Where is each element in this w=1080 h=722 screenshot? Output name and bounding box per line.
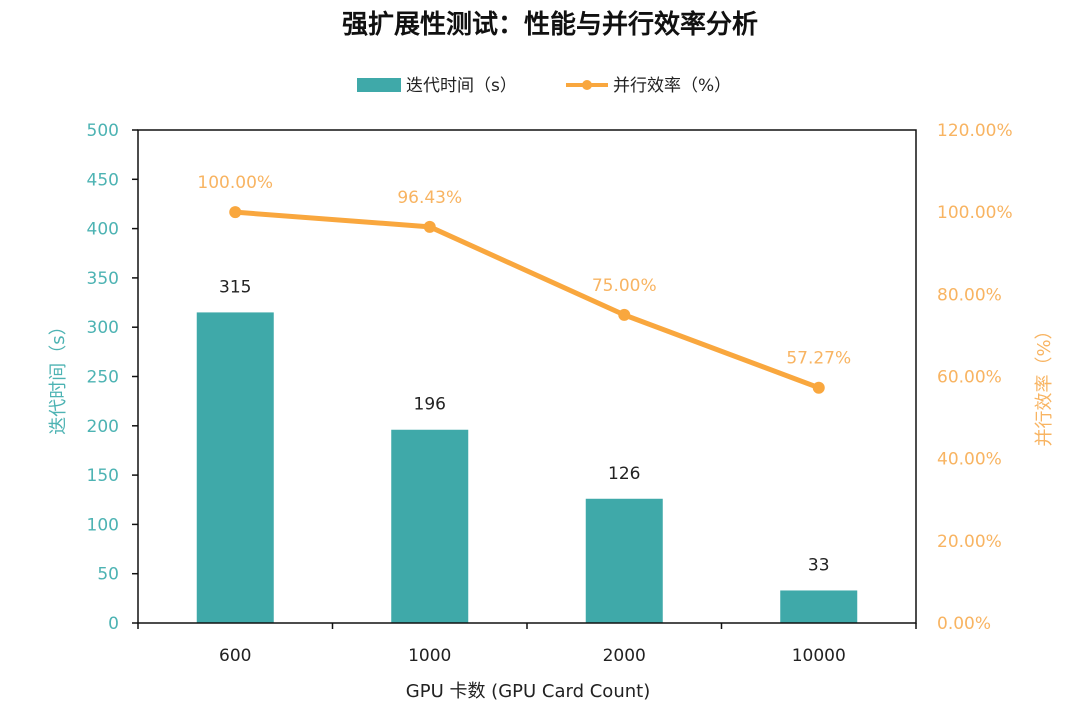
legend: 迭代时间（s） 并行效率（%）: [357, 76, 731, 96]
left-tick-label: 100: [87, 515, 119, 535]
chart-title: 强扩展性测试：性能与并行效率分析: [342, 9, 758, 40]
plot-area: 315 196 126 33 0 50 100 150 200 250 300 350 400 450 50…: [87, 121, 1013, 666]
left-tick-label: 500: [87, 121, 119, 141]
right-tick-label: 40.00%: [937, 450, 1002, 470]
left-tick-label: 150: [87, 466, 119, 486]
bar-label: 315: [219, 277, 251, 297]
efficiency-point-1000: [423, 220, 436, 233]
x-tick-label: 10000: [792, 646, 846, 666]
efficiency-point-2000: [618, 308, 631, 321]
left-axis-title: 迭代时间（s）: [48, 317, 69, 434]
efficiency-line: [235, 209, 820, 391]
legend-bar-label: 迭代时间（s）: [406, 76, 517, 96]
efficiency-label: 57.27%: [786, 349, 851, 369]
left-tick-label: 300: [87, 318, 119, 338]
efficiency-point-600: [229, 206, 242, 219]
bar-label: 126: [608, 464, 640, 484]
right-tick-label: 20.00%: [937, 532, 1002, 552]
left-tick-label: 0: [108, 614, 119, 634]
efficiency-label: 100.00%: [197, 173, 273, 193]
left-tick-label: 250: [87, 368, 119, 388]
x-axis-title: GPU 卡数 (GPU Card Count): [406, 681, 650, 702]
right-tick-label: 60.00%: [937, 368, 1002, 388]
right-axis-title: 并行效率（%）: [1034, 321, 1055, 446]
left-tick-label: 50: [97, 565, 119, 585]
bar-10000: [780, 590, 858, 623]
right-tick-label: 80.00%: [937, 285, 1002, 305]
x-tick-label: 2000: [603, 646, 646, 666]
x-tick-label: 1000: [408, 646, 451, 666]
bar-2000: [585, 498, 663, 623]
bar-1000: [391, 429, 469, 623]
x-tick-label: 600: [219, 646, 251, 666]
efficiency-point-10000: [812, 381, 825, 394]
efficiency-label: 96.43%: [397, 188, 462, 208]
left-tick-label: 400: [87, 220, 119, 240]
right-tick-label: 0.00%: [937, 614, 991, 634]
bar-600: [196, 312, 274, 623]
right-tick-label: 100.00%: [937, 203, 1013, 223]
left-tick-label: 200: [87, 417, 119, 437]
left-tick-label: 450: [87, 170, 119, 190]
right-tick-label: 120.00%: [937, 121, 1013, 141]
legend-bar-swatch: [357, 78, 401, 92]
legend-line-label: 并行效率（%）: [613, 76, 731, 96]
bar-label: 33: [808, 555, 830, 575]
bar-label: 196: [414, 395, 446, 415]
legend-line-marker: [582, 80, 592, 90]
left-tick-label: 350: [87, 269, 119, 289]
efficiency-label: 75.00%: [592, 276, 657, 296]
